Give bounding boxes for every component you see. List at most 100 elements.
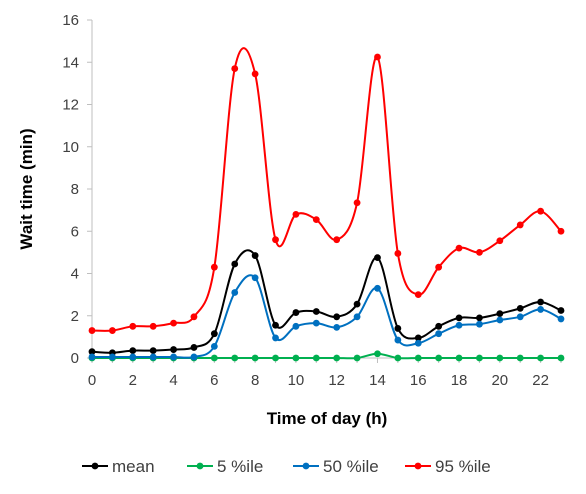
data-point [129,353,137,361]
data-point [272,354,279,362]
series-mean [88,249,565,357]
data-point [210,330,218,338]
data-point [516,304,524,312]
data-point [435,330,443,338]
data-point [557,354,565,362]
data-point [394,336,402,344]
data-point [435,263,443,271]
data-point [251,274,259,282]
y-tick-label: 16 [62,12,79,29]
data-point [496,237,504,245]
x-tick-label: 8 [251,372,259,389]
data-point [190,353,198,361]
data-point [476,320,483,328]
data-point [333,354,341,362]
data-point [455,314,463,322]
data-point [476,314,483,322]
data-point [476,248,483,256]
data-point [210,354,218,362]
data-point [231,354,239,362]
data-point [537,207,545,215]
data-point [231,289,239,296]
legend-item: 5 %ile [187,457,263,476]
data-point [353,354,361,362]
series-line [91,249,562,354]
y-tick-label: 12 [62,97,79,114]
data-point [496,354,504,362]
y-tick-label: 4 [71,266,79,283]
data-point [170,346,177,353]
data-point [272,236,279,244]
data-point [129,322,137,330]
x-tick-label: 10 [288,372,305,389]
data-point [88,353,96,361]
data-point [557,315,565,323]
data-point [231,65,239,72]
y-tick-label: 0 [71,350,79,367]
data-point [170,353,177,361]
y-tick-label: 8 [71,181,79,198]
data-point [374,254,381,262]
data-point [455,321,463,329]
data-point [435,354,443,362]
data-point [496,310,504,318]
data-point [394,354,402,362]
legend-label: mean [112,457,155,476]
data-point [353,313,361,321]
series-50-ile [88,274,565,361]
x-axis-title: Time of day (h) [267,409,388,428]
x-tick-label: 22 [532,372,549,389]
legend-label: 95 %ile [435,457,491,476]
data-point [394,250,402,257]
data-point [414,334,422,342]
series-5-ile [88,350,565,362]
x-tick-label: 12 [328,372,345,389]
legend-swatch-marker [414,462,422,470]
data-point [312,319,320,327]
y-tick-label: 14 [62,54,79,71]
data-point [108,327,116,334]
data-point [516,313,524,321]
legend-swatch-marker [196,462,204,470]
data-point [312,308,320,315]
data-point [210,263,218,271]
legend-label: 5 %ile [217,457,263,476]
data-point [149,353,157,361]
data-point [170,319,177,327]
data-point [414,354,422,362]
data-point [251,70,259,78]
x-tick-label: 6 [210,372,218,389]
x-tick-label: 0 [88,372,96,389]
data-point [190,313,198,321]
legend-item: mean [82,457,155,476]
series-line [91,47,562,332]
legend: mean 5 %ile 50 %ile 95 %ile [82,457,491,476]
data-point [374,284,381,292]
legend-label: 50 %ile [323,457,379,476]
data-point [210,342,218,350]
data-point [414,291,422,299]
data-point [516,221,524,229]
series-95-ile [88,47,565,334]
data-point [455,354,463,362]
data-point [394,325,402,332]
data-point [374,53,381,61]
series-layer [88,47,565,362]
data-point [312,354,320,362]
legend-swatch-marker [302,462,310,470]
data-point [557,307,565,314]
data-point [272,321,279,329]
data-point [333,236,341,244]
data-point [414,339,422,347]
y-tick-label: 2 [71,308,79,325]
data-point [292,322,300,330]
x-tick-label: 18 [451,372,468,389]
x-tick-label: 16 [410,372,427,389]
axes: 0 2 4 6 8 10 12 14 16 0 2 4 6 8 10 12 14 16 18 20 22 [62,12,562,389]
data-point [537,298,545,306]
data-point [149,347,157,355]
data-point [272,334,279,342]
data-point [88,327,96,334]
data-point [353,199,361,207]
